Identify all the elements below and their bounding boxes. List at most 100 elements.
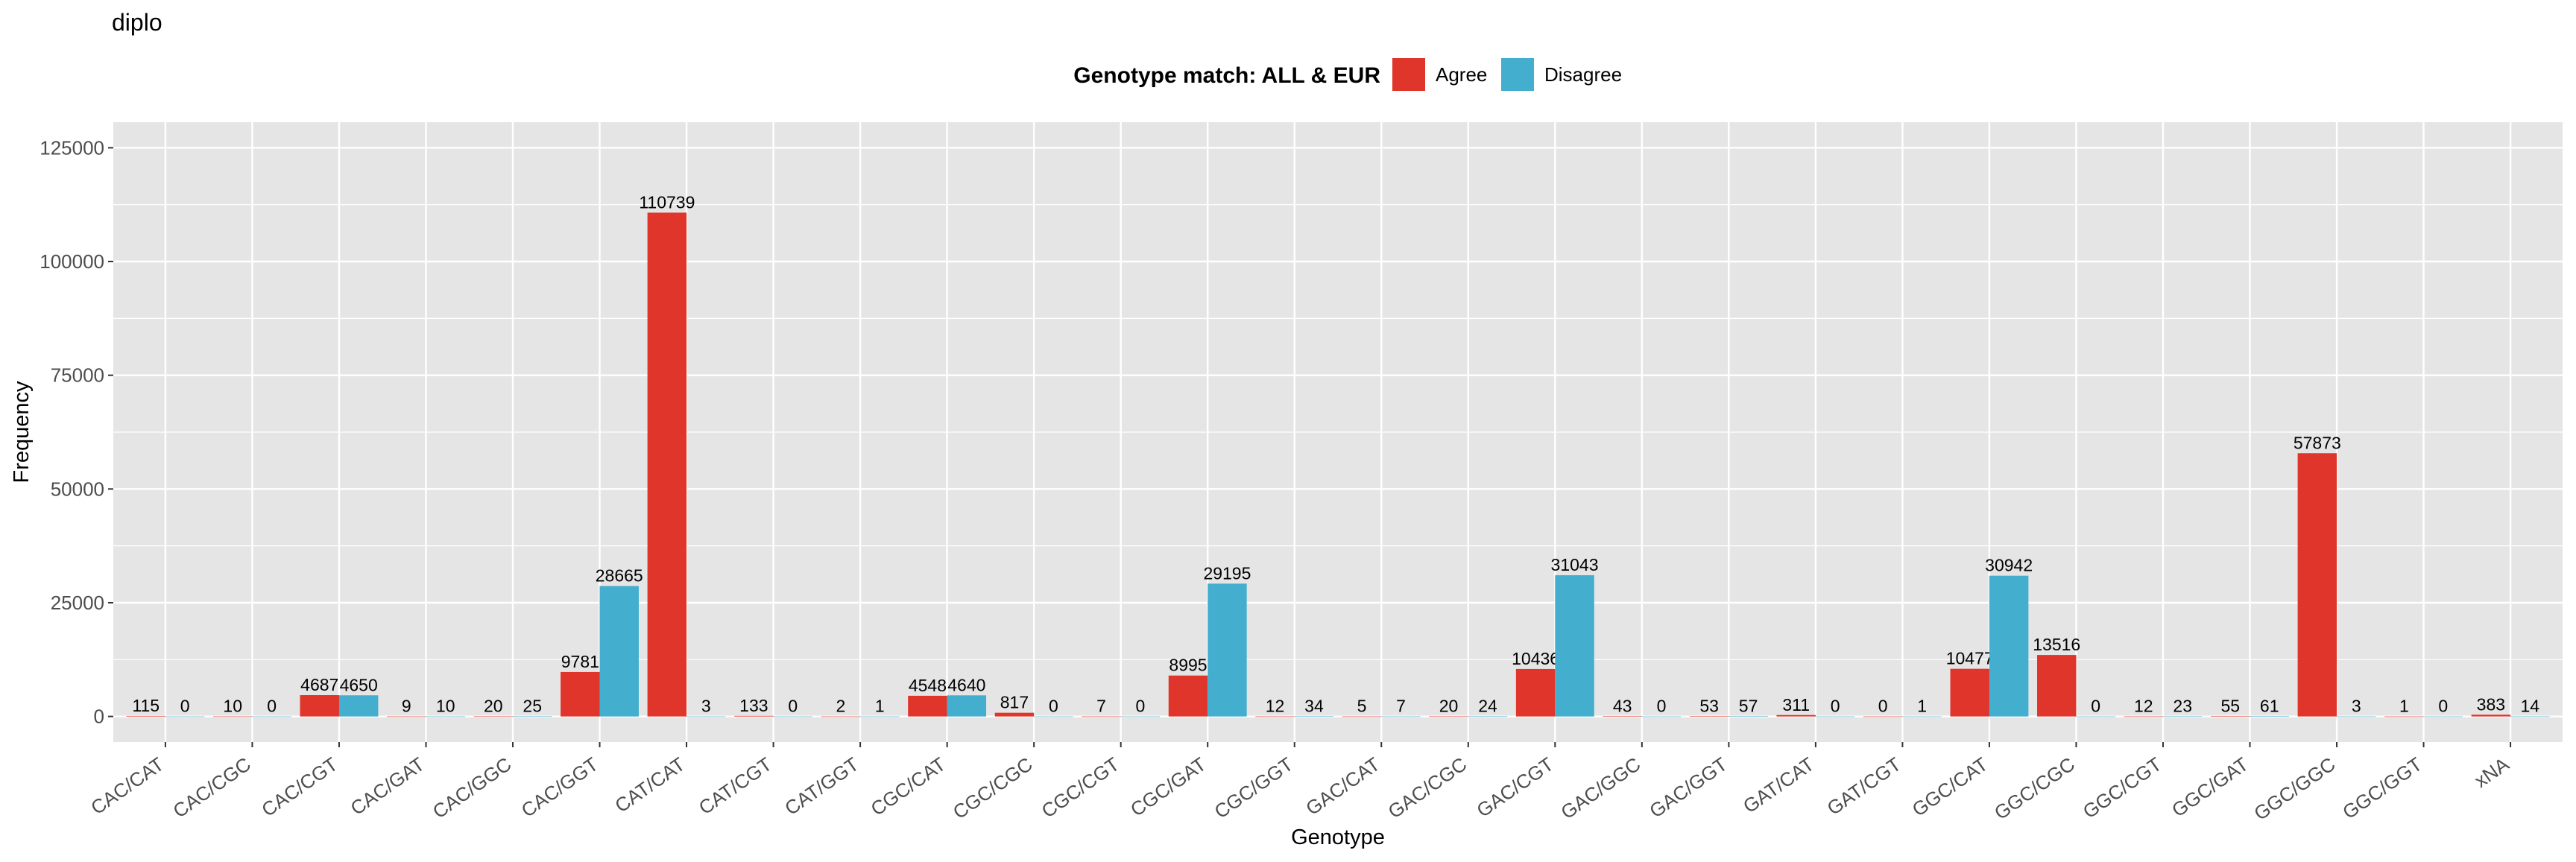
x-tick-label: GGC/GAT — [2168, 752, 2253, 821]
bar-value-label: 12 — [1266, 697, 1285, 716]
bar-value-label: 0 — [788, 697, 798, 716]
bar-value-label: 23 — [2173, 697, 2192, 716]
x-tick-label: GGC/GGT — [2338, 752, 2426, 823]
bar-value-label: 7 — [1096, 697, 1106, 716]
x-tick-label: GAC/CAT — [1301, 752, 1383, 820]
x-tick-label: GAT/CAT — [1739, 752, 1818, 817]
bar-agree — [2297, 453, 2337, 717]
bar-value-label: 0 — [1657, 697, 1667, 716]
bar-value-label: 2 — [836, 697, 845, 716]
bar-value-label: 20 — [484, 697, 503, 716]
bar-value-label: 115 — [132, 696, 160, 715]
bar-agree — [1689, 716, 1729, 717]
bar-value-label: 1 — [2399, 697, 2409, 716]
bar-value-label: 24 — [1478, 697, 1497, 716]
x-tick-label: GAC/CGT — [1473, 752, 1558, 822]
legend-label-disagree: Disagree — [1544, 63, 1622, 86]
bar-agree — [300, 695, 339, 717]
bar-value-label: 3 — [2352, 697, 2361, 716]
y-axis-title: Frequency — [10, 381, 34, 484]
x-axis-title: Genotype — [1291, 825, 1385, 849]
bar-value-label: 8995 — [1169, 656, 1207, 675]
bar-agree — [2037, 655, 2077, 717]
x-tick-label: CAC/GAT — [347, 752, 429, 820]
bar-value-label: 34 — [1304, 696, 1324, 715]
bar-value-label: 3 — [701, 697, 711, 716]
x-tick-label: GGC/CGT — [2079, 752, 2166, 823]
bar-value-label: 12 — [2134, 697, 2153, 716]
x-tick-label: CAT/GGT — [780, 752, 862, 820]
bar-value-label: 817 — [1000, 693, 1029, 712]
bar-disagree — [2250, 716, 2289, 717]
bar-value-label: 0 — [267, 697, 277, 716]
x-tick-label: CGC/CAT — [867, 752, 950, 820]
y-tick-label: 125000 — [40, 136, 104, 159]
bar-value-label: 4650 — [340, 675, 378, 694]
bar-value-label: 4548 — [909, 676, 947, 695]
bar-value-label: 0 — [2091, 697, 2100, 716]
bar-value-label: 311 — [1782, 695, 1810, 714]
bar-value-label: 0 — [1136, 697, 1146, 716]
bar-disagree — [1208, 583, 1247, 717]
x-tick-label: CAC/CGC — [168, 752, 254, 822]
x-tick-label: CAC/CGT — [257, 752, 341, 821]
bar-value-label: 0 — [180, 697, 190, 716]
y-tick-label: 25000 — [51, 592, 104, 614]
bar-value-label: 61 — [2260, 696, 2279, 715]
bar-value-label: 9 — [402, 697, 411, 716]
x-tick-label: GAT/CGT — [1823, 752, 1905, 820]
bar-value-label: 7 — [1396, 697, 1406, 716]
bar-agree — [561, 671, 600, 717]
x-tick-label: CAC/GGC — [429, 752, 516, 823]
bar-agree — [1776, 714, 1816, 717]
x-tick-label: CGC/CGC — [949, 752, 1037, 823]
bar-disagree — [947, 695, 987, 717]
y-tick-label: 75000 — [51, 364, 104, 387]
bar-disagree — [1729, 716, 1768, 717]
x-tick-label: CGC/GAT — [1126, 752, 1210, 820]
bar-agree — [1515, 668, 1556, 717]
bar-value-label: 25 — [523, 696, 542, 715]
x-tick-label: CAT/CAT — [610, 752, 689, 817]
x-tick-label: CAC/GGT — [517, 752, 602, 822]
x-tick-label: GAC/GGC — [1556, 752, 1644, 823]
bar-agree — [2211, 716, 2250, 717]
bar-agree — [734, 715, 774, 717]
bar-value-label: 10 — [223, 697, 242, 716]
bar-value-label: 0 — [1049, 697, 1058, 716]
bar-agree — [908, 695, 947, 717]
bar-agree — [126, 715, 165, 717]
x-tick-label: GAC/CGC — [1384, 752, 1471, 823]
bar-disagree — [1989, 575, 2029, 717]
bar-disagree — [1555, 575, 1594, 717]
x-tick-label: GAC/GGT — [1645, 752, 1731, 822]
bar-value-label: 43 — [1613, 696, 1632, 715]
bar-value-label: 4687 — [300, 675, 338, 694]
bar-value-label: 10 — [436, 697, 455, 716]
bar-value-label: 9781 — [561, 652, 599, 671]
bar-disagree — [599, 586, 639, 717]
bar-value-label: 53 — [1699, 696, 1719, 715]
legend-title: Genotype match: ALL & EUR — [1073, 63, 1380, 88]
bar-value-label: 4640 — [947, 675, 985, 694]
bar-value-label: 55 — [2220, 696, 2240, 715]
x-tick-label: CAC/CAT — [86, 752, 168, 819]
bar-value-label: 1 — [1917, 697, 1927, 716]
y-tick-label: 50000 — [51, 478, 104, 500]
legend-key-agree — [1392, 58, 1425, 91]
x-tick-label: xNA — [2470, 752, 2513, 792]
bar-agree — [1168, 675, 1208, 717]
bar-value-label: 5 — [1357, 697, 1367, 716]
legend: Genotype match: ALL & EUR Agree Disagree — [1073, 58, 1622, 91]
bar-value-label: 10477 — [1946, 649, 1994, 668]
bar-value-label: 0 — [1831, 697, 1840, 716]
bar-value-label: 0 — [1878, 697, 1888, 716]
x-tick-label: CGC/CGT — [1038, 752, 1124, 822]
chart-title: diplo — [112, 9, 162, 36]
legend-label-agree: Agree — [1436, 63, 1487, 86]
y-tick-label: 100000 — [40, 250, 104, 273]
x-tick-label: GGC/CGC — [1990, 752, 2079, 824]
bar-value-label: 1 — [875, 697, 885, 716]
